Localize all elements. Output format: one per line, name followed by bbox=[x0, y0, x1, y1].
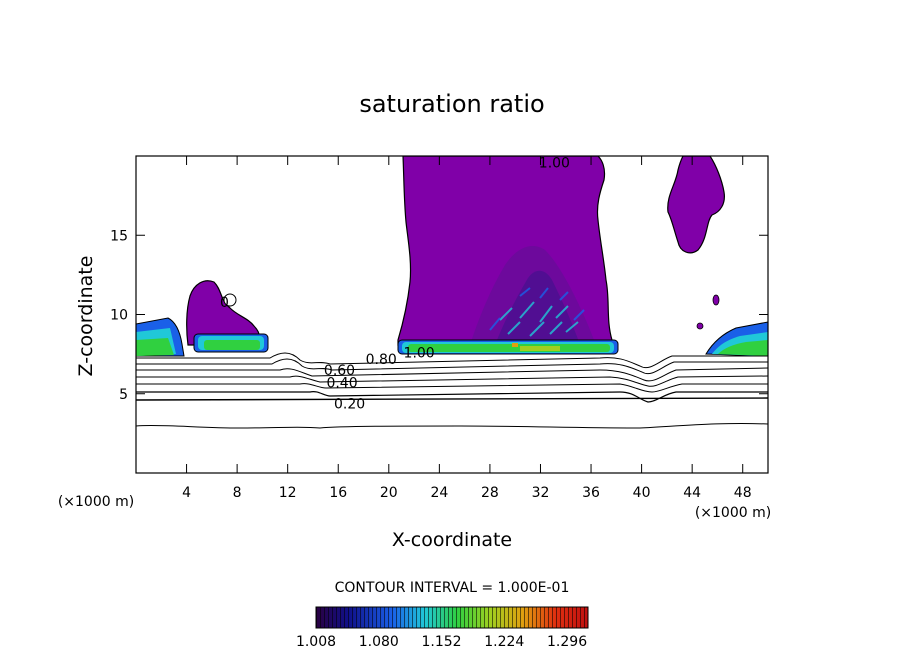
contour-label: 0.40 bbox=[326, 376, 357, 392]
contour-label: 0.60 bbox=[324, 363, 355, 379]
x-tick-label: 40 bbox=[633, 485, 651, 501]
x-tick-label: 20 bbox=[380, 485, 398, 501]
plot-area bbox=[136, 156, 768, 429]
y-tick-label: 10 bbox=[110, 308, 128, 324]
colorbar bbox=[315, 606, 589, 629]
x-tick-label: 8 bbox=[233, 485, 242, 501]
contour-label: 0.80 bbox=[366, 352, 397, 368]
y-tick-label: 15 bbox=[110, 228, 128, 244]
x-unit-right: (×1000 m) bbox=[695, 505, 771, 521]
chart-title: saturation ratio bbox=[359, 90, 544, 118]
contour-label: 0.20 bbox=[334, 396, 365, 412]
x-unit-left: (×1000 m) bbox=[58, 494, 134, 510]
x-axis-ticks: 4 8 12 16 20 24 28 32 36 40 44 48 bbox=[182, 156, 752, 501]
x-tick-label: 48 bbox=[734, 485, 752, 501]
x-tick-label: 44 bbox=[683, 485, 701, 501]
contour-interval-label: CONTOUR INTERVAL = 1.000E-01 bbox=[335, 580, 570, 596]
y-axis-ticks: 5 10 15 bbox=[110, 228, 768, 403]
y-tick-label: 5 bbox=[119, 387, 128, 403]
saturated-region-upper-right bbox=[667, 156, 725, 254]
colorbar-tick-label: 1.296 bbox=[547, 634, 587, 650]
x-tick-label: 36 bbox=[582, 485, 600, 501]
contour-label: 1.00 bbox=[539, 155, 570, 171]
y-axis-label: Z-coordinate bbox=[75, 256, 97, 377]
colorbar-labels: 1.008 1.080 1.152 1.224 1.296 bbox=[296, 634, 587, 650]
x-axis-label: X-coordinate bbox=[392, 529, 512, 551]
colorbar-tick-label: 1.224 bbox=[484, 634, 524, 650]
contour-label: 0 bbox=[220, 295, 229, 311]
colorbar-tick-label: 1.152 bbox=[421, 634, 461, 650]
x-tick-label: 12 bbox=[279, 485, 297, 501]
x-tick-label: 28 bbox=[481, 485, 499, 501]
colorbar-tick-label: 1.008 bbox=[296, 634, 336, 650]
x-tick-label: 4 bbox=[182, 485, 191, 501]
colorbar-tick-label: 1.080 bbox=[359, 634, 399, 650]
saturated-region-left bbox=[186, 280, 261, 346]
contour-lines bbox=[136, 352, 768, 429]
contour-labels: 1.00 1.00 0.80 0.600.40 0.20 0 bbox=[220, 155, 570, 412]
contour-label: 1.00 bbox=[404, 346, 435, 362]
x-tick-label: 32 bbox=[532, 485, 550, 501]
x-tick-label: 16 bbox=[329, 485, 347, 501]
x-tick-label: 24 bbox=[430, 485, 448, 501]
